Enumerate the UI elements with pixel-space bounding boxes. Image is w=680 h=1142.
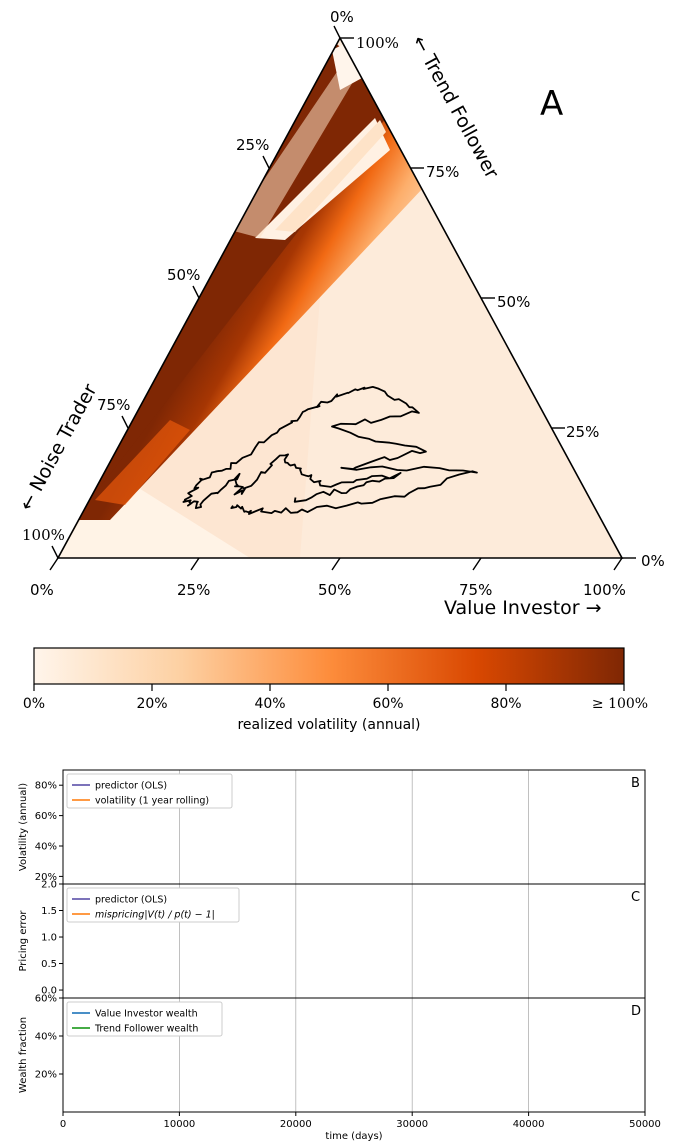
x-tick-label: 40000 <box>513 1119 545 1130</box>
panel-letter: B <box>631 776 640 791</box>
state-trajectory <box>182 386 478 515</box>
y-tick-label: 60% <box>35 811 57 822</box>
legend-box <box>66 887 240 923</box>
colorbar-label: realized volatility (annual) <box>237 717 420 733</box>
ternary-tick-labels: 0% 100% 75% 50% 25% 0% 25% 50% 75% 100% … <box>22 8 665 599</box>
y-tick-label: 20% <box>35 1070 57 1081</box>
ternary-heatmap <box>58 38 622 558</box>
panel-frame <box>62 997 646 1113</box>
nt-end-label: 100% <box>22 526 65 544</box>
y-tick-label: 80% <box>35 781 57 792</box>
value-investor-axis-label: Value Investor → <box>444 597 602 619</box>
colorbar-tick-80: 80% <box>490 696 521 712</box>
panel-b: 20% 40% 60% 80% Volatility (annual) Bpredicto… <box>18 770 646 885</box>
trend-follower-axis-label: ← Trend Follower <box>408 32 503 182</box>
legend-label: predictor (OLS) <box>95 895 167 906</box>
colorbar: 0% 20% 40% 60% 80% ≥ 100% realized volat… <box>23 647 648 733</box>
tf-tick-25: 25% <box>566 423 599 441</box>
legend: predictor (OLS) volatility (1 year rollin… <box>66 773 233 809</box>
ternary-ticks <box>49 25 636 571</box>
vi-tick-25: 25% <box>177 581 210 599</box>
legend-box <box>66 773 233 809</box>
legend: predictor (OLS) mispricing|V(t) / p(t) − … <box>66 887 240 923</box>
ternary-plot: 0% 100% 75% 50% 25% 0% 25% 50% 75% 100% … <box>15 8 665 619</box>
legend-label: Value Investor wealth <box>95 1009 198 1020</box>
y-axis-label: Volatility (annual) <box>18 783 29 871</box>
x-axis-label: time (days) <box>325 1131 382 1142</box>
x-tick-label: 20000 <box>280 1119 312 1130</box>
y-tick-label: 20% <box>35 872 57 883</box>
panel-d: 20% 40% 60% Wealth fraction D Value Investor … <box>18 994 646 1113</box>
y-tick-label: 0.5 <box>41 959 57 970</box>
legend-label: mispricing|V(t) / p(t) − 1| <box>95 910 215 921</box>
tf-tick-75: 75% <box>426 163 459 181</box>
y-tick-label: 1.5 <box>41 906 57 917</box>
colorbar-tick-60: 60% <box>372 696 403 712</box>
legend: Value Investor wealth Trend Follower weal… <box>66 1001 223 1037</box>
panel-letter: C <box>631 890 640 905</box>
y-tick-label: 40% <box>35 1032 57 1043</box>
nt-tick-75: 75% <box>97 396 130 414</box>
noise-trader-axis-label: ← Noise Trader <box>15 380 101 514</box>
top-corner-label: 0% <box>330 8 354 26</box>
right-corner-label: 0% <box>641 552 665 570</box>
nt-tick-25: 25% <box>236 136 269 154</box>
colorbar-tick-100: ≥ 100% <box>592 696 648 712</box>
colorbar-tick-20: 20% <box>136 696 167 712</box>
vi-tick-50: 50% <box>318 581 351 599</box>
y-tick-label: 40% <box>35 842 57 853</box>
x-tick-label: 10000 <box>163 1119 195 1130</box>
time-series-panels: 20% 40% 60% 80% Volatility (annual) Bpredicto… <box>18 770 661 1142</box>
panel-a-letter: A <box>540 84 563 124</box>
colorbar-tick-40: 40% <box>254 696 285 712</box>
vi-tick-75: 75% <box>459 581 492 599</box>
x-axis: 0 10000 20000 30000 40000 50000 time (days) <box>60 1112 661 1142</box>
x-tick-label: 50000 <box>629 1119 661 1130</box>
y-tick-label: 60% <box>35 994 57 1005</box>
vi-tick-0: 0% <box>30 581 54 599</box>
legend-label: Trend Follower wealth <box>94 1024 198 1035</box>
vi-tick-100: 100% <box>583 581 626 599</box>
y-axis-label: Wealth fraction <box>18 1017 29 1093</box>
legend-label: volatility (1 year rolling) <box>95 796 209 807</box>
y-tick-label: 2.0 <box>41 880 57 891</box>
y-tick-label: 1.0 <box>41 933 57 944</box>
legend-label: predictor (OLS) <box>95 781 167 792</box>
tf-tick-50: 50% <box>497 293 530 311</box>
x-tick-label: 30000 <box>396 1119 428 1130</box>
panel-letter: D <box>631 1004 641 1019</box>
colorbar-gradient <box>33 647 625 685</box>
colorbar-tick-0: 0% <box>23 696 45 712</box>
legend-box <box>66 1001 223 1037</box>
x-tick-label: 0 <box>60 1119 66 1130</box>
trend-follower-top-label: 100% <box>356 34 399 52</box>
y-axis-label: Pricing error <box>18 910 29 972</box>
y-tick-label: 0.0 <box>41 986 57 997</box>
nt-tick-50: 50% <box>167 266 200 284</box>
